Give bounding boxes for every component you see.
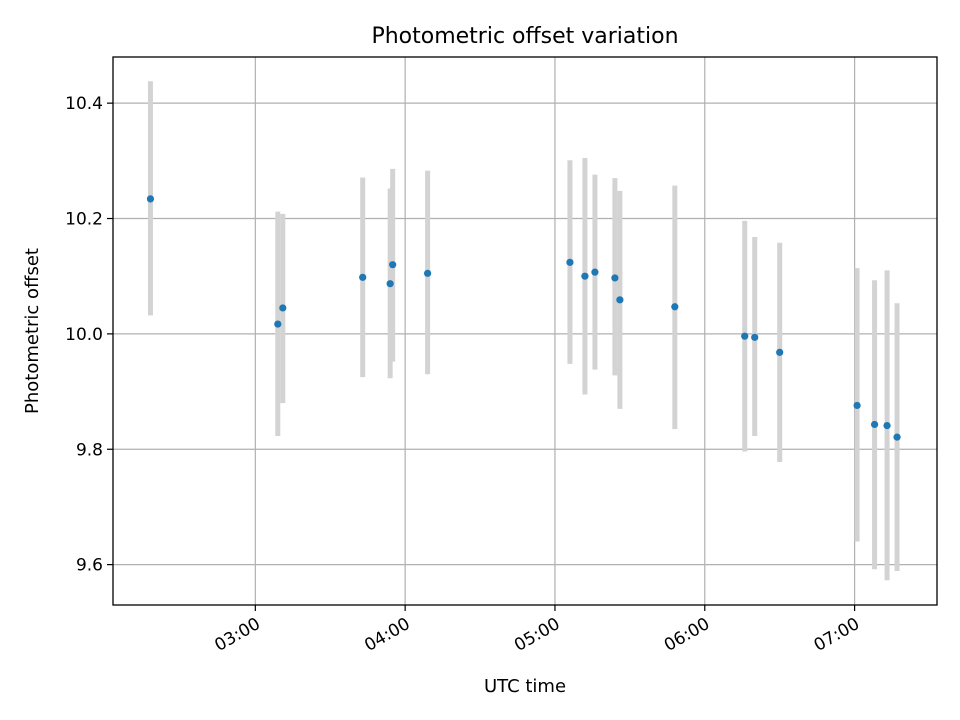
- y-axis-label: Photometric offset: [22, 248, 43, 414]
- y-axis-ticks: 9.6 9.8 10.0 10.2 10.4: [65, 94, 113, 576]
- data-point: [751, 333, 759, 341]
- data-point: [883, 422, 891, 430]
- data-point: [591, 268, 599, 276]
- data-point: [389, 261, 397, 269]
- y-tick-label: 10.2: [65, 210, 103, 230]
- data-point: [741, 332, 749, 340]
- data-point: [359, 273, 367, 281]
- x-axis-label: UTC time: [484, 676, 566, 697]
- plot-frame: [112, 56, 938, 606]
- data-point: [893, 433, 901, 441]
- data-point: [274, 320, 282, 328]
- data-point: [581, 272, 589, 280]
- y-tick-label: 10.4: [65, 94, 103, 114]
- chart-title: Photometric offset variation: [371, 24, 678, 49]
- y-tick-label: 10.0: [65, 325, 103, 345]
- data-point: [870, 420, 879, 429]
- data-points: [146, 195, 901, 441]
- data-point: [386, 280, 394, 288]
- y-tick-label: 9.8: [76, 440, 103, 460]
- data-point: [279, 304, 287, 312]
- data-point: [146, 195, 155, 203]
- y-tick-label: 9.6: [76, 556, 103, 576]
- data-point: [853, 401, 861, 410]
- data-point: [671, 303, 679, 311]
- data-point: [611, 274, 619, 282]
- data-point: [424, 269, 432, 277]
- data-point: [566, 258, 574, 266]
- data-point: [776, 348, 784, 356]
- data-point: [616, 296, 624, 304]
